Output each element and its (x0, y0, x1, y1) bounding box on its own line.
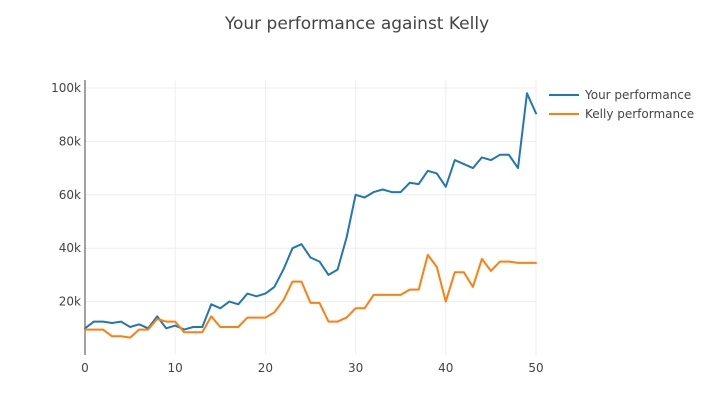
axes: 0 10 20 30 40 50 20k 40k 60k 80k 100k (51, 80, 544, 375)
series-line-kelly-performance (84, 253, 537, 339)
x-tick-label: 10 (168, 361, 183, 375)
x-tick-label: 0 (81, 361, 89, 375)
y-tick-label: 40k (59, 241, 81, 255)
legend[interactable]: Your performance Kelly performance (549, 88, 694, 121)
x-tick-label: 30 (348, 361, 363, 375)
x-tick-label: 20 (258, 361, 273, 375)
y-tick-label: 60k (59, 188, 81, 202)
legend-item[interactable]: Kelly performance (549, 107, 694, 121)
legend-label: Your performance (584, 88, 691, 102)
y-tick-label: 100k (51, 81, 81, 95)
y-tick-label: 20k (59, 295, 81, 309)
series-line-your-performance (84, 92, 537, 331)
grid-lines (85, 80, 537, 355)
legend-label: Kelly performance (585, 107, 694, 121)
legend-item[interactable]: Your performance (549, 88, 691, 102)
chart-title: Your performance against Kelly (224, 14, 489, 34)
series-lines (84, 92, 537, 339)
x-tick-label: 50 (528, 361, 543, 375)
y-tick-label: 80k (59, 134, 81, 148)
x-tick-label: 40 (438, 361, 453, 375)
